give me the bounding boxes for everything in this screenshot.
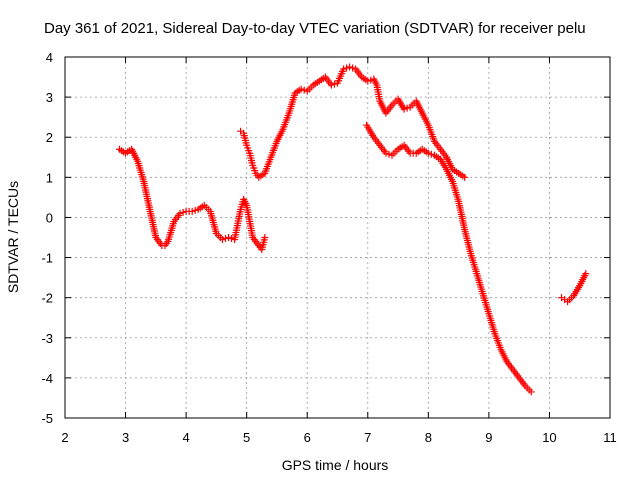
data-point (188, 207, 196, 215)
data-point (346, 63, 354, 71)
y-tick-label: -1 (41, 251, 53, 266)
data-point (191, 206, 199, 214)
series-arc-3 (363, 121, 535, 396)
data-point (364, 77, 372, 85)
y-tick-label: -5 (41, 411, 53, 426)
x-tick-label: 3 (122, 430, 129, 445)
data-point (343, 64, 351, 72)
data-point (218, 236, 226, 244)
data-point (330, 80, 338, 88)
data-point (179, 208, 187, 216)
y-tick-label: -4 (41, 371, 53, 386)
y-tick-label: 4 (46, 50, 53, 65)
data-layer (116, 63, 590, 396)
x-tick-label: 6 (304, 430, 311, 445)
x-tick-label: 5 (243, 430, 250, 445)
data-point (261, 234, 269, 241)
data-point (461, 173, 469, 181)
data-point (300, 86, 308, 94)
x-tick-label: 7 (364, 430, 371, 445)
data-point (382, 149, 390, 157)
x-tick-label: 8 (425, 430, 432, 445)
data-point (427, 150, 435, 158)
data-point (297, 85, 305, 93)
y-tick-label: 3 (46, 90, 53, 105)
y-tick-label: -3 (41, 331, 53, 346)
data-point (221, 235, 229, 243)
y-tick-label: 0 (46, 210, 53, 225)
x-tick-label: 11 (603, 430, 617, 445)
data-point (225, 234, 232, 241)
data-point (228, 235, 236, 243)
chart-title: Day 361 of 2021, Sidereal Day-to-day VTE… (44, 20, 586, 37)
x-tick-label: 4 (182, 430, 189, 445)
data-point (582, 270, 590, 278)
data-point (527, 388, 535, 396)
data-point (176, 209, 184, 217)
series-arc-1 (116, 145, 269, 254)
series-arc-2 (237, 63, 469, 181)
data-point (340, 65, 348, 73)
data-point (424, 149, 432, 157)
plot-frame (64, 56, 611, 419)
y-tick-label: -2 (41, 291, 53, 306)
y-axis-title: SDTVAR / TECUs (5, 181, 21, 293)
data-point (367, 76, 375, 84)
y-tick-label: 1 (46, 170, 53, 185)
x-axis-title: GPS time / hours (282, 457, 389, 473)
data-point (403, 104, 411, 112)
y-tick-label: 2 (46, 130, 53, 145)
x-tick-label: 9 (485, 430, 492, 445)
data-point (400, 105, 408, 113)
data-point (385, 150, 393, 158)
tick-layer: 2 3 4 5 6 7 8 9 10 11 -5 -4 -3 -2 -1 0 1 2 3 4 (41, 50, 616, 445)
x-tick-label: 10 (542, 430, 556, 445)
series-arc-4 (558, 270, 590, 306)
data-point (327, 81, 335, 89)
x-tick-label: 2 (61, 430, 68, 445)
grid-layer (65, 57, 610, 418)
data-point (349, 64, 357, 72)
